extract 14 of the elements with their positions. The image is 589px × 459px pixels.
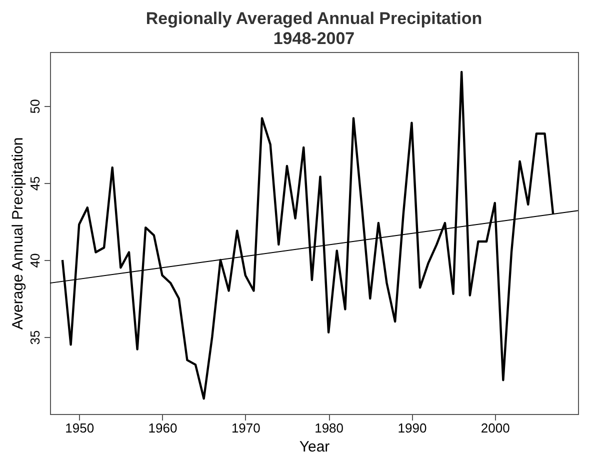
x-tick-label: 1970 bbox=[231, 420, 260, 436]
y-tick-label: 50 bbox=[28, 99, 42, 114]
x-tick-label: 1980 bbox=[314, 420, 344, 436]
chart-title: Regionally Averaged Annual Precipitation bbox=[146, 9, 482, 28]
y-axis-title: Average Annual Precipitation bbox=[10, 137, 26, 330]
x-tick-label: 1950 bbox=[65, 420, 94, 436]
y-tick-label: 35 bbox=[28, 330, 42, 345]
x-axis-title: Year bbox=[299, 438, 330, 456]
y-tick-label: 45 bbox=[28, 176, 42, 191]
x-tick-label: 2000 bbox=[480, 420, 510, 436]
chart-subtitle: 1948-2007 bbox=[273, 29, 355, 48]
y-tick-label: 40 bbox=[28, 253, 42, 268]
x-tick-label: 1960 bbox=[148, 420, 178, 436]
x-tick-label: 1990 bbox=[398, 420, 427, 436]
